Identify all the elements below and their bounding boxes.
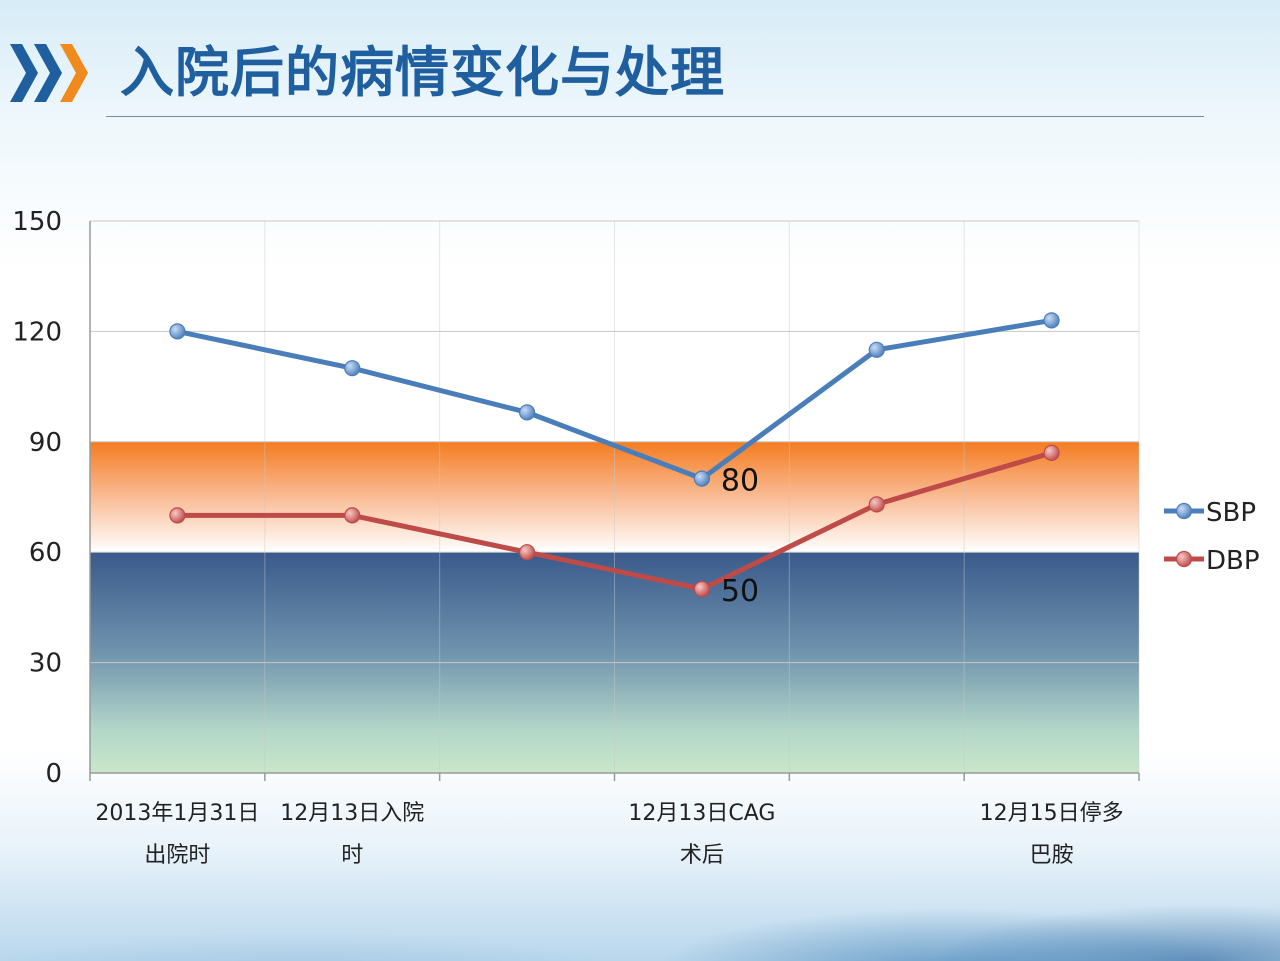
x-category-label: 2013年1月31日 bbox=[95, 801, 259, 826]
sbp-point bbox=[344, 360, 361, 377]
y-tick-label: 150 bbox=[12, 207, 62, 237]
dbp-line bbox=[177, 450, 1053, 592]
sbp-line bbox=[176, 317, 1052, 482]
y-tick-label: 60 bbox=[29, 538, 62, 568]
background-mountains bbox=[0, 821, 1280, 961]
x-category-label: 巴胺 bbox=[1030, 843, 1074, 868]
triple-chevron-icon bbox=[10, 44, 88, 102]
y-tick-label: 90 bbox=[29, 428, 62, 458]
y-tick-label: 120 bbox=[12, 317, 62, 347]
sbp-point bbox=[518, 404, 536, 421]
sbp-point bbox=[693, 470, 711, 487]
data-labels: 80 50 bbox=[721, 464, 759, 609]
title-divider bbox=[106, 116, 1204, 117]
dbp-data-label: 50 bbox=[721, 574, 759, 609]
dbp-point bbox=[169, 507, 186, 524]
sbp-point bbox=[868, 341, 885, 358]
page-title: 入院后的病情变化与处理 bbox=[120, 41, 725, 104]
dbp-point bbox=[868, 496, 885, 513]
band-60-90 bbox=[90, 441, 1139, 553]
dbp-point bbox=[1043, 444, 1060, 461]
dbp-point bbox=[693, 580, 711, 598]
x-category-label: 12月13日CAG bbox=[628, 801, 775, 826]
x-category-label: 时 bbox=[341, 843, 363, 868]
dbp-point bbox=[518, 544, 536, 561]
sbp-point bbox=[169, 323, 186, 340]
legend-label-sbp: SBP bbox=[1206, 498, 1256, 528]
legend-label-dbp: DBP bbox=[1206, 546, 1260, 576]
sbp-point bbox=[1043, 312, 1060, 329]
legend-marker-sbp bbox=[1175, 502, 1193, 520]
dbp-point bbox=[344, 507, 361, 524]
series-lines bbox=[169, 312, 1060, 598]
sbp-data-label: 80 bbox=[721, 464, 759, 499]
legend: SBP DBP bbox=[1164, 498, 1260, 576]
y-tick-label: 0 bbox=[45, 759, 62, 789]
x-category-label: 12月15日停多 bbox=[980, 801, 1124, 826]
x-category-label: 术后 bbox=[680, 843, 724, 868]
legend-marker-dbp bbox=[1175, 550, 1193, 568]
slide-header: 入院后的病情变化与处理 bbox=[0, 0, 1280, 130]
y-tick-label: 30 bbox=[29, 649, 62, 679]
x-category-label: 出院时 bbox=[144, 843, 210, 868]
x-category-label: 12月13日入院 bbox=[280, 801, 424, 826]
